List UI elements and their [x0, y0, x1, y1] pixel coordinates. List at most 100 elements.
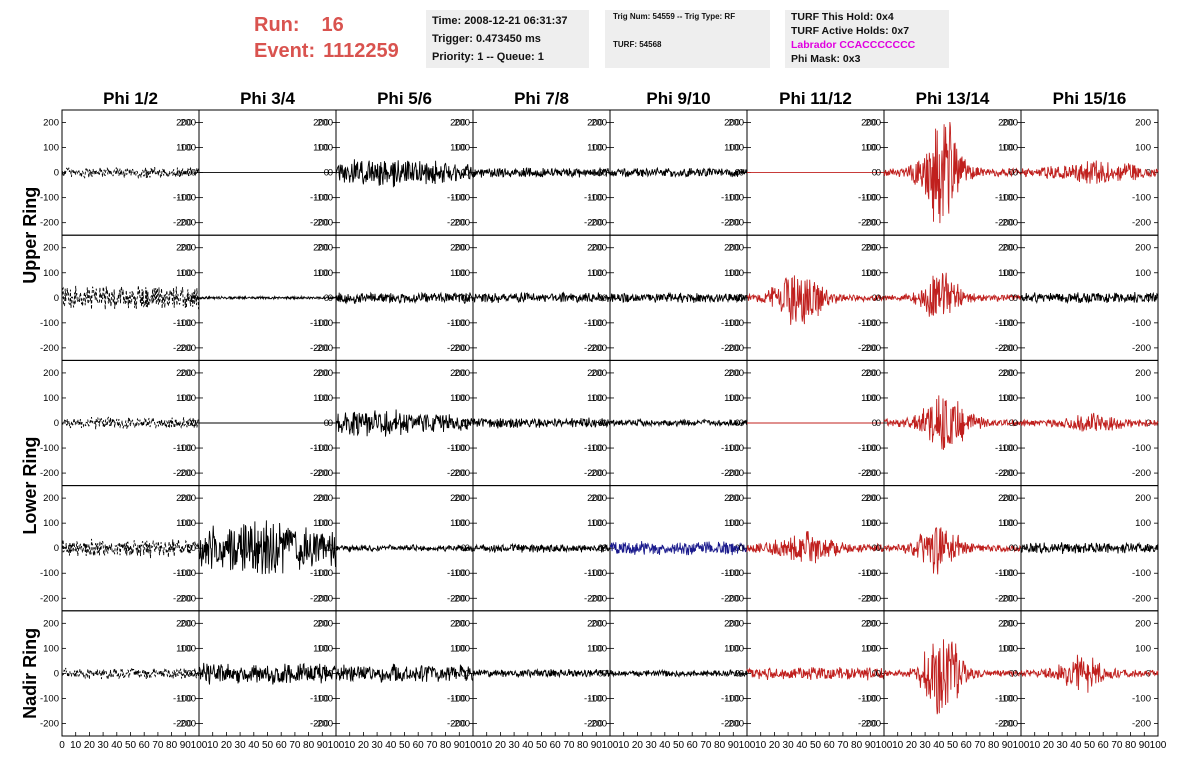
y-tick-label: 100 — [724, 268, 740, 279]
y-tick-label: -100 — [451, 193, 470, 204]
y-tick-label: 200 — [43, 618, 59, 629]
y-tick-label: 200 — [450, 118, 466, 129]
column-header: Phi 1/2 — [103, 89, 158, 108]
y-tick-label: -200 — [447, 343, 466, 354]
y-tick-label: 100 — [865, 268, 881, 279]
x-tick-label: 70 — [837, 740, 849, 751]
y-tick-label: 100 — [998, 143, 1014, 154]
x-tick-label: 80 — [714, 740, 726, 751]
y-tick-label: -200 — [999, 468, 1018, 479]
x-tick-label: 60 — [139, 740, 151, 751]
y-tick-label: -200 — [995, 218, 1014, 229]
y-tick-label: 100 — [450, 268, 466, 279]
x-tick-label: 100 — [739, 740, 756, 751]
y-tick-label: 200 — [313, 493, 329, 504]
y-tick-label: 0 — [598, 668, 603, 679]
x-tick-label: 90 — [180, 740, 192, 751]
y-tick-label: -100 — [721, 193, 740, 204]
y-tick-label: -200 — [314, 468, 333, 479]
y-tick-label: 200 — [724, 243, 740, 254]
y-tick-label: 200 — [587, 118, 603, 129]
y-tick-label: -200 — [862, 593, 881, 604]
y-tick-label: 200 — [724, 368, 740, 379]
y-tick-label: 100 — [591, 268, 607, 279]
y-tick-label: -100 — [314, 193, 333, 204]
y-tick-label: -100 — [451, 443, 470, 454]
y-tick-label: 100 — [861, 393, 877, 404]
y-tick-label: -200 — [447, 718, 466, 729]
y-tick-label: 200 — [998, 368, 1014, 379]
y-tick-label: -100 — [862, 193, 881, 204]
y-tick-label: 200 — [450, 493, 466, 504]
y-tick-label: -200 — [999, 718, 1018, 729]
y-tick-label: 100 — [1002, 518, 1018, 529]
y-tick-label: -100 — [314, 318, 333, 329]
y-tick-label: 0 — [1013, 543, 1018, 554]
x-tick-label: 70 — [700, 740, 712, 751]
y-tick-label: -100 — [995, 193, 1014, 204]
y-tick-label: 0 — [465, 668, 470, 679]
x-tick-label: 40 — [522, 740, 534, 751]
y-tick-label: -200 — [725, 593, 744, 604]
y-tick-label: 100 — [1002, 143, 1018, 154]
y-tick-label: -100 — [584, 693, 603, 704]
y-tick-label: -200 — [725, 218, 744, 229]
y-tick-label: -100 — [858, 443, 877, 454]
run-event-box: Run: 16 Event: 1112259 — [254, 12, 399, 64]
y-tick-label: -200 — [310, 468, 329, 479]
x-tick-label: 50 — [125, 740, 137, 751]
waveform-trace — [1020, 412, 1159, 432]
y-tick-label: 200 — [865, 118, 881, 129]
x-tick-label: 80 — [851, 740, 863, 751]
waveform-trace — [61, 165, 200, 179]
y-tick-label: 200 — [865, 368, 881, 379]
waveform-trace — [1020, 541, 1159, 555]
y-tick-label: -100 — [725, 193, 744, 204]
y-tick-label: -200 — [451, 593, 470, 604]
y-tick-label: 0 — [872, 418, 877, 429]
x-tick-label: 90 — [591, 740, 603, 751]
waveform-trace — [746, 275, 885, 325]
y-tick-label: 100 — [313, 268, 329, 279]
turf-text: TURF: 54568 — [613, 40, 662, 49]
y-tick-label: 0 — [465, 543, 470, 554]
y-tick-label: 100 — [998, 518, 1014, 529]
y-tick-label: -100 — [725, 318, 744, 329]
y-tick-label: -200 — [40, 343, 59, 354]
y-tick-label: -100 — [447, 443, 466, 454]
priority-text: Priority: 1 -- Queue: 1 — [432, 51, 544, 63]
x-tick-label: 40 — [248, 740, 260, 751]
y-tick-label: -200 — [447, 593, 466, 604]
y-tick-label: -100 — [1132, 318, 1151, 329]
x-tick-label: 70 — [974, 740, 986, 751]
y-tick-label: 0 — [1009, 293, 1014, 304]
y-tick-label: 200 — [865, 243, 881, 254]
waveform-trace — [883, 272, 1022, 317]
x-tick-label: 30 — [920, 740, 932, 751]
y-tick-label: 100 — [450, 143, 466, 154]
waveform-trace — [1020, 160, 1159, 184]
y-tick-label: -100 — [1132, 568, 1151, 579]
column-header: Phi 7/8 — [514, 89, 569, 108]
waveform-trace — [335, 663, 474, 684]
x-tick-label: 40 — [933, 740, 945, 751]
y-tick-label: 0 — [324, 418, 329, 429]
y-tick-label: 200 — [43, 243, 59, 254]
y-tick-label: 0 — [465, 418, 470, 429]
x-tick-label: 30 — [372, 740, 384, 751]
x-tick-label: 40 — [1070, 740, 1082, 751]
y-tick-label: 0 — [602, 668, 607, 679]
y-tick-label: -100 — [177, 193, 196, 204]
y-tick-label: -200 — [1132, 468, 1151, 479]
y-tick-label: 100 — [861, 518, 877, 529]
y-tick-label: -100 — [173, 693, 192, 704]
x-tick-label: 90 — [1139, 740, 1151, 751]
y-tick-label: 100 — [180, 268, 196, 279]
y-tick-label: -200 — [173, 343, 192, 354]
y-tick-label: -100 — [995, 443, 1014, 454]
y-tick-label: 0 — [602, 543, 607, 554]
y-tick-label: 200 — [724, 618, 740, 629]
x-tick-label: 100 — [602, 740, 619, 751]
y-tick-label: 200 — [728, 243, 744, 254]
y-tick-label: -100 — [1132, 193, 1151, 204]
